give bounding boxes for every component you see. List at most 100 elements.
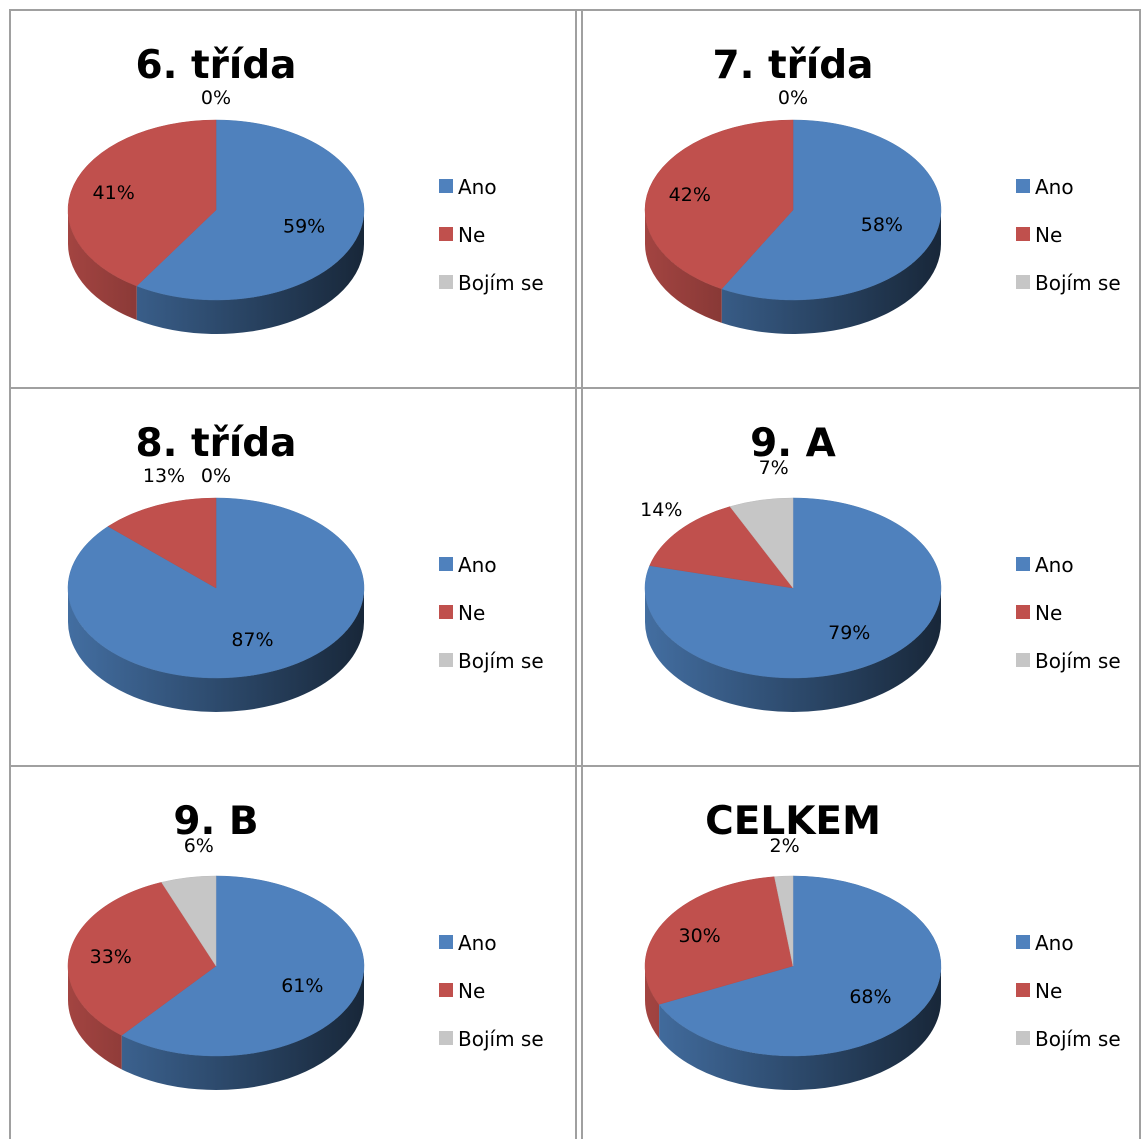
legend-swatch-bojim-se <box>1016 653 1030 667</box>
grid-line-left <box>9 9 11 1139</box>
chart-7-trida: 7. třída 58% 42% 0% Ano Ne Bojím se <box>577 10 1141 388</box>
legend-swatch-ano <box>439 557 453 571</box>
legend-swatch-ano <box>1016 935 1030 949</box>
grid-line-mid-a <box>575 9 577 1139</box>
pie-slice-ne <box>649 506 794 589</box>
data-label-bojim-se: 7% <box>759 457 789 479</box>
chart-celkem: CELKEM 68% 30% 2% Ano Ne Bojím se <box>577 766 1141 1144</box>
legend-swatch-ne <box>1016 605 1030 619</box>
data-label-ne: 13% <box>143 465 185 487</box>
legend: Ano Ne Bojím se <box>439 553 544 673</box>
chart-title: CELKEM <box>705 799 881 844</box>
pie-slice-bojim-se <box>774 875 794 967</box>
data-label-ano: 68% <box>849 986 891 1008</box>
data-label-ano: 58% <box>861 214 903 236</box>
legend-swatch-ne <box>439 983 453 997</box>
legend-label-bojim-se: Bojím se <box>458 1027 544 1051</box>
legend-label-ne: Ne <box>458 223 485 247</box>
legend-label-bojim-se: Bojím se <box>458 649 544 673</box>
legend-label-ne: Ne <box>458 601 485 625</box>
grid-line-right <box>1139 9 1141 1139</box>
legend-label-bojim-se: Bojím se <box>1035 649 1121 673</box>
legend-label-ano: Ano <box>458 931 497 955</box>
data-label-bojim-se: 6% <box>184 835 214 857</box>
legend: Ano Ne Bojím se <box>439 931 544 1051</box>
legend-swatch-bojim-se <box>1016 275 1030 289</box>
data-label-bojim-se: 0% <box>201 87 231 109</box>
pie-svg: 6. třída 59% 41% 0% Ano Ne Bojím se <box>67 43 544 334</box>
legend-label-ne: Ne <box>1035 601 1062 625</box>
data-label-ano: 79% <box>828 622 870 644</box>
pie-sides <box>645 588 941 712</box>
data-label-ne: 41% <box>93 182 135 204</box>
chart-title: 9. B <box>173 799 258 844</box>
legend-label-ne: Ne <box>1035 223 1062 247</box>
legend-swatch-bojim-se <box>1016 1031 1030 1045</box>
legend-label-bojim-se: Bojím se <box>1035 1027 1121 1051</box>
data-label-ano: 61% <box>281 975 323 997</box>
legend-label-ne: Ne <box>1035 979 1062 1003</box>
legend-label-ano: Ano <box>1035 931 1074 955</box>
legend-label-ano: Ano <box>1035 553 1074 577</box>
pie-side-ano <box>721 210 941 335</box>
pie-svg: 7. třída 58% 42% 0% Ano Ne Bojím se <box>644 43 1121 335</box>
pie-sides <box>68 966 364 1090</box>
chart-9-b: 9. B 61% 33% 6% Ano Ne Bojím se <box>0 766 572 1144</box>
pie-slice-ne <box>67 882 217 1036</box>
legend-swatch-ne <box>439 605 453 619</box>
data-label-bojim-se: 0% <box>201 465 231 487</box>
pie-sides <box>68 210 364 334</box>
pie-slice-ne <box>644 876 794 1005</box>
legend-label-ne: Ne <box>458 979 485 1003</box>
legend: Ano Ne Bojím se <box>439 175 544 295</box>
pie-svg: CELKEM 68% 30% 2% Ano Ne Bojím se <box>644 799 1121 1090</box>
legend-label-ano: Ano <box>458 553 497 577</box>
pie-svg: 9. A 79% 14% 7% Ano Ne Bojím se <box>640 421 1121 712</box>
chart-title: 9. A <box>750 421 836 466</box>
chart-title: 7. třída <box>712 43 873 88</box>
chart-9-a: 9. A 79% 14% 7% Ano Ne Bojím se <box>577 388 1141 766</box>
pie-sides <box>68 588 364 712</box>
pie-side-ne <box>645 210 722 323</box>
data-label-ne: 33% <box>90 946 132 968</box>
data-label-ne: 42% <box>669 184 711 206</box>
legend-swatch-bojim-se <box>439 653 453 667</box>
pie-svg: 9. B 61% 33% 6% Ano Ne Bojím se <box>67 799 544 1090</box>
legend: Ano Ne Bojím se <box>1016 175 1121 295</box>
pie-side-ne <box>68 210 137 320</box>
pie-slice-ano <box>136 119 365 301</box>
legend-swatch-bojim-se <box>439 275 453 289</box>
data-label-bojim-se: 0% <box>778 87 808 109</box>
legend-swatch-ne <box>1016 983 1030 997</box>
data-label-bojim-se: 2% <box>770 835 800 857</box>
data-label-ne: 30% <box>679 925 721 947</box>
pie-side-ano <box>136 210 364 334</box>
legend-swatch-ano <box>1016 179 1030 193</box>
pie-slice-bojim-se <box>729 497 794 589</box>
chart-title: 6. třída <box>135 43 296 88</box>
pie-slice-ne <box>67 119 217 287</box>
legend-label-bojim-se: Bojím se <box>1035 271 1121 295</box>
pie-slice-ano <box>721 119 942 301</box>
legend-swatch-ano <box>1016 557 1030 571</box>
pie-side-ne <box>68 966 122 1070</box>
legend: Ano Ne Bojím se <box>1016 931 1121 1051</box>
legend-label-ano: Ano <box>458 175 497 199</box>
chart-8-trida: 8. třída 87% 13% 0% Ano Ne Bojím se <box>0 388 572 766</box>
data-label-ne: 14% <box>640 499 682 521</box>
pie-sides <box>645 966 941 1090</box>
pie-side-ne <box>645 966 660 1039</box>
pie-sides <box>645 210 941 335</box>
legend-swatch-ano <box>439 935 453 949</box>
chart-6-trida: 6. třída 59% 41% 0% Ano Ne Bojím se <box>0 10 572 388</box>
data-label-ano: 59% <box>283 216 325 238</box>
pie-side-ano <box>645 588 941 712</box>
pie-svg: 8. třída 87% 13% 0% Ano Ne Bojím se <box>67 421 544 712</box>
pie-side-ano <box>121 966 364 1090</box>
data-label-ano: 87% <box>231 629 273 651</box>
grid-line-mid-b <box>581 9 583 1139</box>
legend-label-ano: Ano <box>1035 175 1074 199</box>
pie-slice-ne <box>644 119 794 290</box>
legend-swatch-ne <box>1016 227 1030 241</box>
